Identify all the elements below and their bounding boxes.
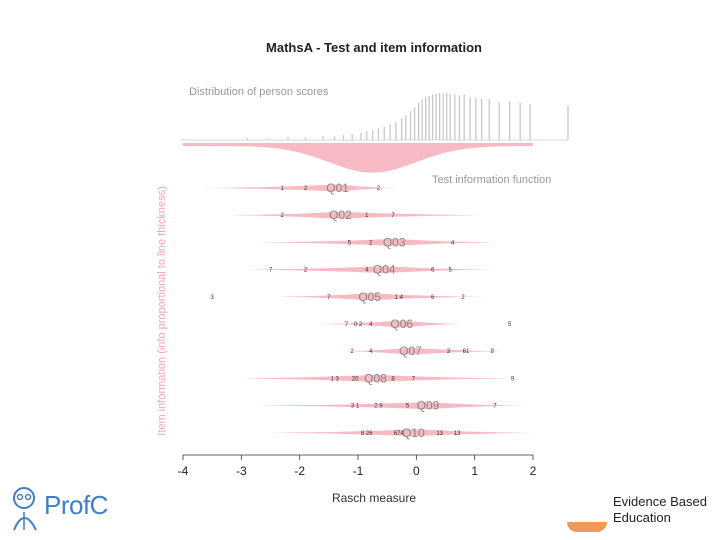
item-label-q07: Q07: [399, 344, 422, 358]
item-info-line-q09: [253, 402, 525, 410]
y-axis-label: Item information (info proportional to l…: [156, 186, 168, 435]
person-score-distribution: [182, 92, 569, 140]
item-row-q05: 3 7 1 4 6 2 Q05: [210, 290, 487, 304]
threshold-label: 8: [490, 349, 494, 355]
item-row-q06: 7 0 2 4 5 Q06: [317, 317, 512, 331]
threshold-label: 5: [406, 404, 410, 410]
item-label-q08: Q08: [364, 371, 387, 385]
item-label-q02: Q02: [329, 208, 352, 222]
threshold-label: 61: [463, 349, 470, 355]
item-information-lines: 1 2 2 Q01 2 1 7 Q02 5 2 4 Q03 7 2 4 6 5 Q04 3 7 1 4 6 2 Q05 7 0 2…: [200, 181, 536, 440]
distribution-label: Distribution of person scores: [189, 86, 329, 98]
threshold-label: 2: [304, 186, 308, 192]
threshold-label: 4: [365, 268, 369, 274]
threshold-label: 2: [304, 268, 308, 274]
item-info-line-q08: [229, 374, 522, 382]
threshold-label: 8 26: [361, 431, 373, 437]
threshold-label: 13: [454, 431, 461, 437]
item-label-q10: Q10: [402, 426, 425, 440]
threshold-label: 7: [269, 268, 273, 274]
threshold-label: 2 9: [374, 404, 383, 410]
item-info-line-q03: [253, 238, 498, 246]
item-info-line-q04: [235, 266, 493, 274]
threshold-label: 7: [345, 322, 349, 328]
threshold-label: 7: [327, 295, 331, 301]
threshold-label: 2: [461, 295, 465, 301]
threshold-label: 2: [350, 349, 354, 355]
item-info-line-q10: [270, 429, 536, 437]
ebe-logo: Evidence Based Education: [567, 494, 718, 538]
x-tick-label: -3: [236, 464, 247, 478]
threshold-label: 3: [447, 349, 451, 355]
item-label-q04: Q04: [373, 263, 396, 277]
item-row-q07: 2 4 3 61 8 Q07: [340, 344, 504, 358]
item-row-q01: 1 2 2 Q01: [200, 181, 399, 195]
x-tick-label: 1: [471, 464, 478, 478]
x-axis-label: Rasch measure: [332, 491, 416, 505]
test-information-function: [183, 143, 533, 173]
item-label-q06: Q06: [390, 317, 413, 331]
x-axis-ticks: -4 -3 -2 -1 0 1 2: [178, 455, 537, 478]
threshold-label: 2: [280, 213, 284, 219]
item-info-line-q07: [340, 347, 504, 355]
item-info-line-q02: [229, 211, 481, 219]
profc-logo: ProfC: [10, 482, 120, 534]
item-info-line-q06: [317, 320, 463, 328]
threshold-label: 6: [431, 268, 435, 274]
ebe-logo-line1: Evidence Based: [613, 494, 707, 509]
profc-logo-text: ProfC: [44, 490, 108, 520]
threshold-label: 5: [448, 268, 452, 274]
face-icon: [13, 487, 37, 531]
threshold-label: 2: [377, 186, 381, 192]
threshold-label: 7: [412, 376, 416, 382]
threshold-label: 6: [431, 295, 435, 301]
ebe-logo-line2: Education: [613, 510, 671, 525]
x-tick-label: 0: [413, 464, 420, 478]
item-row-q10: 8 26 674 13 13 Q10: [270, 426, 536, 440]
item-row-q09: 3 1 2 9 5 7 Q09: [253, 399, 525, 413]
item-row-q02: 2 1 7 Q02: [229, 208, 481, 222]
threshold-label: 7: [493, 404, 497, 410]
item-row-q04: 7 2 4 6 5 Q04: [235, 263, 493, 277]
threshold-label: 5: [508, 322, 512, 328]
threshold-label: 1 3: [330, 376, 339, 382]
threshold-label: 7: [391, 213, 395, 219]
chart-title: MathsA - Test and item information: [266, 40, 482, 55]
threshold-label: 674: [394, 431, 405, 437]
item-label-q09: Q09: [417, 399, 440, 413]
item-label-q01: Q01: [326, 181, 349, 195]
item-row-q03: 5 2 4 Q03: [253, 235, 498, 249]
x-tick-label: -2: [294, 464, 305, 478]
threshold-label: 1 4: [395, 295, 404, 301]
item-label-q03: Q03: [383, 235, 406, 249]
threshold-label: 13: [436, 431, 443, 437]
threshold-label: 0 2: [354, 322, 363, 328]
threshold-label: 4: [451, 240, 455, 246]
x-tick-label: -1: [353, 464, 364, 478]
item-row-q08: 1 3 20 8 7 9 Q08: [229, 371, 522, 385]
threshold-label: 4: [369, 349, 373, 355]
threshold-label: 5: [348, 240, 352, 246]
threshold-label: 1: [280, 186, 284, 192]
threshold-label: 4: [369, 322, 373, 328]
threshold-label: 9: [511, 376, 515, 382]
item-info-line-q05: [276, 293, 487, 301]
x-tick-label: -4: [178, 464, 189, 478]
threshold-label: 1: [365, 213, 369, 219]
threshold-label: 20: [352, 376, 359, 382]
threshold-label: 8: [391, 376, 395, 382]
x-tick-label: 2: [530, 464, 537, 478]
threshold-label: 3: [210, 295, 214, 301]
item-label-q05: Q05: [358, 290, 381, 304]
threshold-label: 2: [369, 240, 373, 246]
tif-label: Test information function: [432, 174, 551, 186]
item-info-line-q01: [200, 184, 399, 192]
ebe-logo-mark: [567, 522, 607, 532]
threshold-label: 3 1: [351, 404, 360, 410]
